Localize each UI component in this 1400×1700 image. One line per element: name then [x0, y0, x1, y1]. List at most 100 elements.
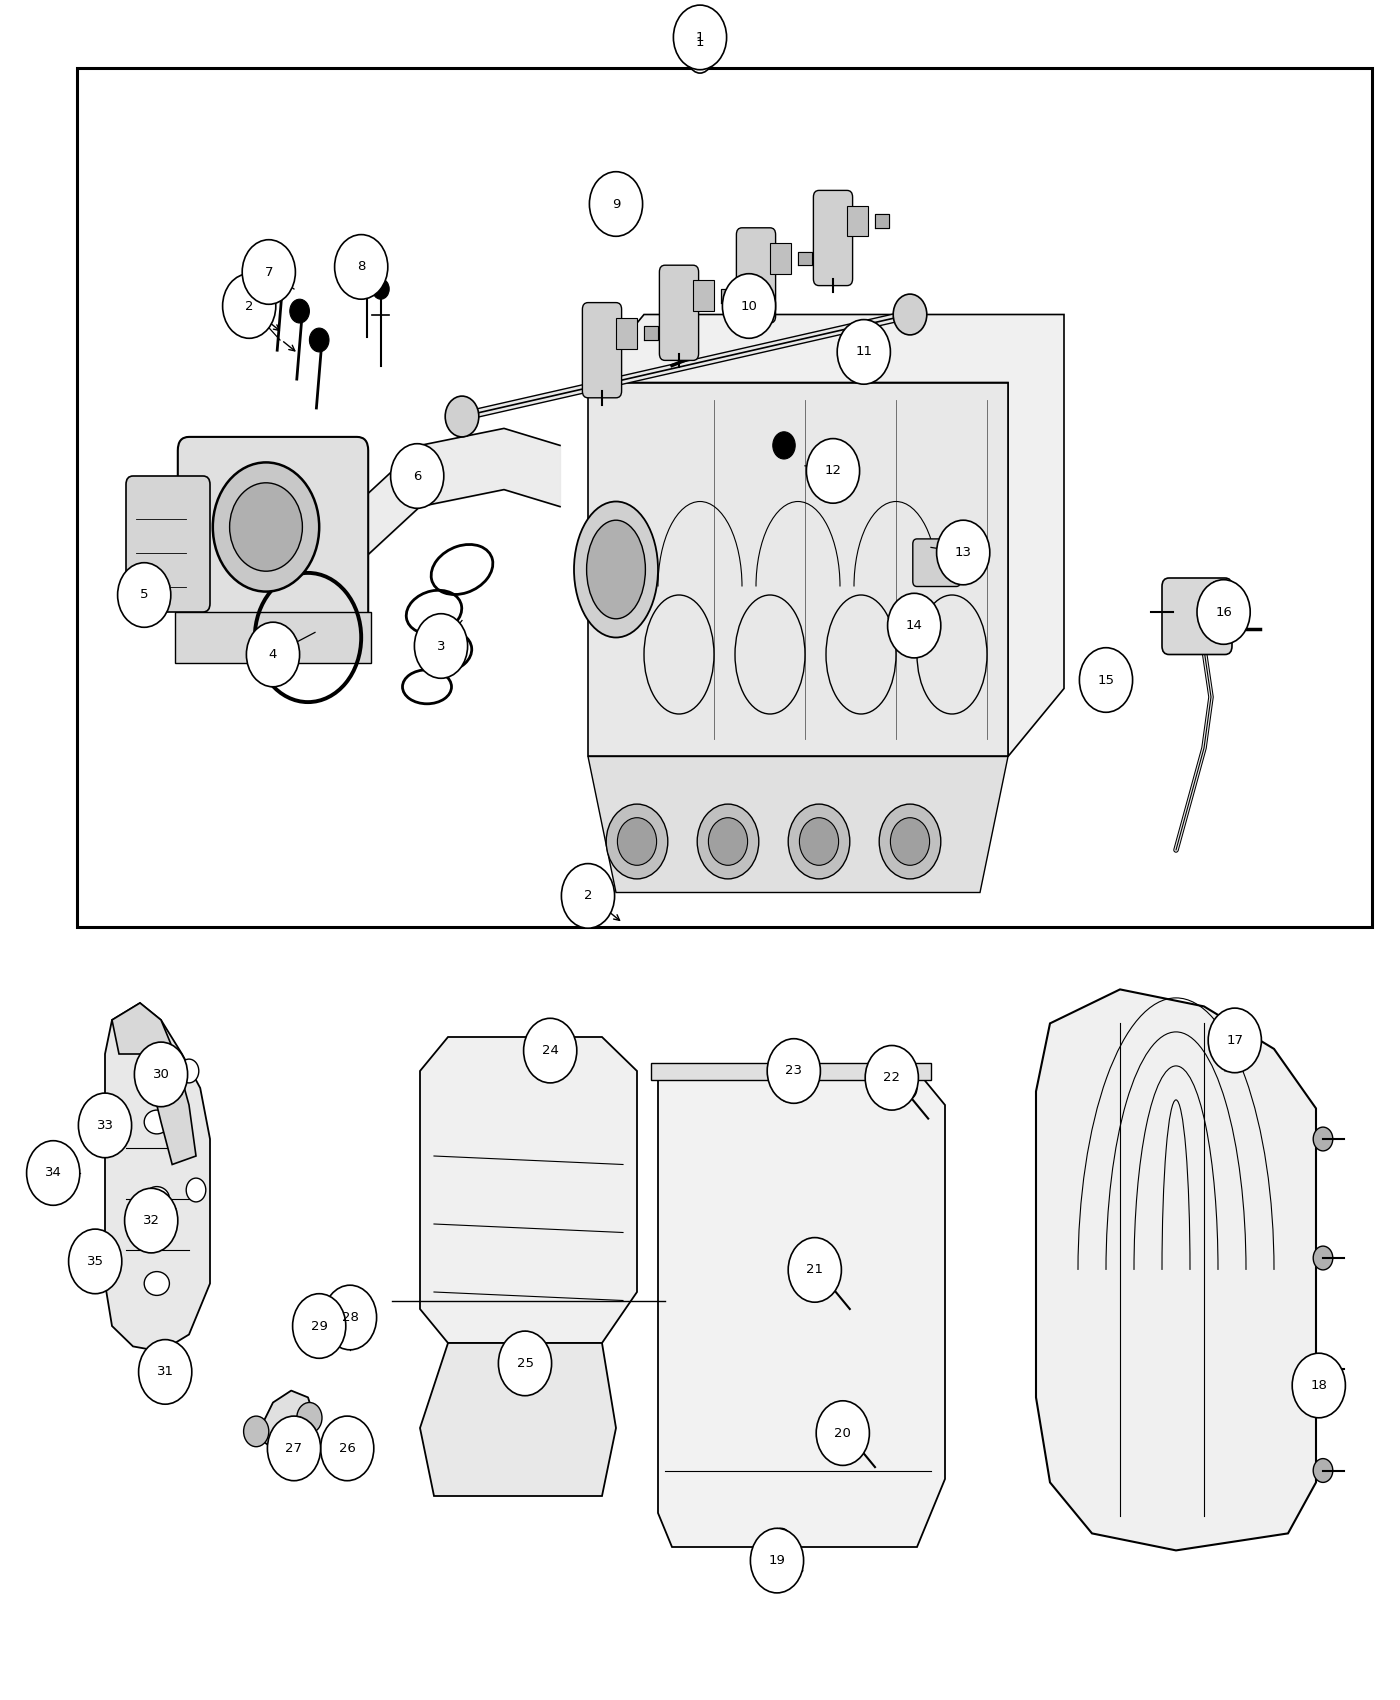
FancyBboxPatch shape: [659, 265, 699, 360]
Text: 15: 15: [1098, 673, 1114, 687]
Circle shape: [1292, 1353, 1345, 1418]
Text: 34: 34: [45, 1166, 62, 1180]
Text: 19: 19: [769, 1554, 785, 1567]
Ellipse shape: [587, 520, 645, 619]
Circle shape: [1313, 1246, 1333, 1270]
Circle shape: [230, 483, 302, 571]
Circle shape: [879, 804, 941, 879]
Polygon shape: [588, 314, 1064, 756]
FancyBboxPatch shape: [582, 303, 622, 398]
Circle shape: [788, 804, 850, 879]
Circle shape: [771, 1528, 791, 1552]
Bar: [616, 318, 637, 348]
Polygon shape: [875, 214, 889, 228]
Circle shape: [27, 1141, 80, 1205]
Circle shape: [561, 864, 615, 928]
Polygon shape: [651, 1062, 931, 1080]
Circle shape: [1208, 1008, 1261, 1073]
Text: 25: 25: [517, 1357, 533, 1370]
Circle shape: [617, 818, 657, 865]
Text: 32: 32: [143, 1214, 160, 1227]
Circle shape: [806, 439, 860, 503]
Text: 29: 29: [311, 1319, 328, 1333]
Polygon shape: [721, 289, 735, 303]
FancyBboxPatch shape: [126, 476, 210, 612]
Circle shape: [290, 299, 309, 323]
Text: 31: 31: [157, 1365, 174, 1379]
Circle shape: [708, 818, 748, 865]
Text: 10: 10: [741, 299, 757, 313]
Polygon shape: [588, 756, 1008, 892]
Circle shape: [1313, 1459, 1333, 1482]
Circle shape: [223, 274, 276, 338]
Text: 33: 33: [97, 1119, 113, 1132]
Circle shape: [358, 250, 375, 270]
Polygon shape: [112, 1003, 196, 1165]
Text: 17: 17: [1226, 1034, 1243, 1047]
Circle shape: [819, 1266, 839, 1290]
Circle shape: [414, 614, 468, 678]
Circle shape: [125, 1188, 178, 1253]
FancyBboxPatch shape: [736, 228, 776, 323]
Circle shape: [750, 1528, 804, 1593]
Circle shape: [242, 240, 295, 304]
Circle shape: [589, 172, 643, 236]
Polygon shape: [105, 1003, 210, 1352]
Text: 20: 20: [834, 1426, 851, 1440]
Circle shape: [1313, 1127, 1333, 1151]
Circle shape: [697, 804, 759, 879]
Circle shape: [498, 1331, 552, 1396]
FancyBboxPatch shape: [1162, 578, 1232, 654]
Circle shape: [78, 1093, 132, 1158]
Circle shape: [297, 1402, 322, 1433]
Text: 13: 13: [955, 546, 972, 559]
Text: 1: 1: [696, 31, 704, 44]
Polygon shape: [1036, 989, 1316, 1550]
Text: 3: 3: [437, 639, 445, 653]
Circle shape: [69, 1229, 122, 1294]
Circle shape: [343, 1323, 357, 1340]
Circle shape: [673, 5, 727, 70]
Circle shape: [179, 1059, 199, 1083]
Circle shape: [445, 396, 479, 437]
Text: 4: 4: [269, 648, 277, 661]
Circle shape: [722, 274, 776, 338]
Text: 2: 2: [245, 299, 253, 313]
Polygon shape: [644, 326, 658, 340]
Polygon shape: [588, 382, 1008, 756]
Circle shape: [1079, 648, 1133, 712]
Bar: [175, 612, 371, 663]
Circle shape: [788, 1238, 841, 1302]
Bar: [847, 206, 868, 236]
Text: 2: 2: [584, 889, 592, 903]
Ellipse shape: [144, 1187, 169, 1210]
Circle shape: [888, 593, 941, 658]
Text: 28: 28: [342, 1311, 358, 1324]
Polygon shape: [256, 1391, 315, 1448]
Text: 6: 6: [413, 469, 421, 483]
Circle shape: [323, 1285, 377, 1350]
Circle shape: [1313, 1357, 1333, 1380]
FancyBboxPatch shape: [913, 539, 960, 586]
Bar: [77, 68, 1372, 926]
Circle shape: [897, 1076, 917, 1100]
Ellipse shape: [574, 502, 658, 638]
Polygon shape: [420, 1343, 616, 1496]
Circle shape: [134, 1042, 188, 1107]
Circle shape: [799, 818, 839, 865]
Text: 30: 30: [153, 1068, 169, 1081]
Text: 5: 5: [140, 588, 148, 602]
Circle shape: [321, 1416, 374, 1481]
Text: 27: 27: [286, 1442, 302, 1455]
Text: 18: 18: [1310, 1379, 1327, 1392]
Polygon shape: [658, 1080, 945, 1547]
Text: 14: 14: [906, 619, 923, 632]
Circle shape: [335, 235, 388, 299]
Circle shape: [767, 1039, 820, 1103]
FancyBboxPatch shape: [813, 190, 853, 286]
Text: 22: 22: [883, 1071, 900, 1085]
Circle shape: [309, 328, 329, 352]
Text: 26: 26: [339, 1442, 356, 1455]
Circle shape: [937, 520, 990, 585]
Text: 12: 12: [825, 464, 841, 478]
